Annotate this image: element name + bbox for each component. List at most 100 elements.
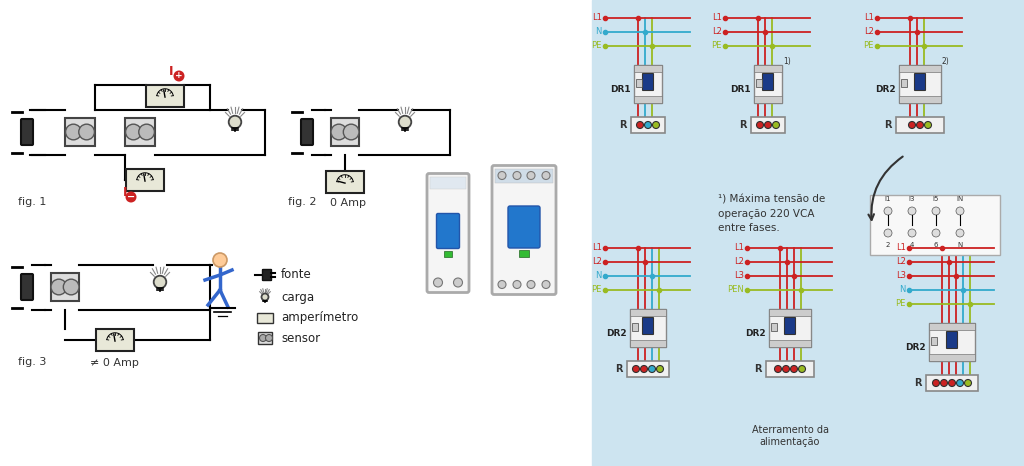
FancyBboxPatch shape	[508, 206, 540, 248]
Bar	[630, 309, 666, 316]
Circle shape	[513, 171, 521, 179]
Text: 2): 2)	[942, 57, 949, 66]
Circle shape	[265, 335, 272, 342]
Bar	[926, 375, 978, 391]
Text: Aterramento da
alimentação: Aterramento da alimentação	[752, 425, 828, 446]
Text: 4: 4	[909, 242, 914, 248]
FancyBboxPatch shape	[326, 171, 364, 193]
Circle shape	[908, 207, 916, 215]
Bar	[0, 0, 592, 466]
Circle shape	[398, 116, 412, 128]
Text: N: N	[900, 286, 906, 295]
Text: DR2: DR2	[876, 84, 896, 94]
Text: PEN: PEN	[727, 286, 744, 295]
Circle shape	[648, 365, 655, 372]
Text: 1): 1)	[783, 57, 791, 66]
Circle shape	[956, 229, 964, 237]
Text: L2: L2	[864, 27, 874, 36]
Circle shape	[343, 124, 359, 140]
Text: I1: I1	[885, 196, 891, 202]
Circle shape	[772, 122, 779, 129]
Text: N: N	[596, 272, 602, 281]
Circle shape	[652, 122, 659, 129]
Bar	[754, 96, 782, 103]
Text: DR1: DR1	[610, 84, 631, 94]
Circle shape	[791, 365, 798, 372]
Bar	[751, 117, 785, 133]
Text: R: R	[620, 120, 627, 130]
FancyBboxPatch shape	[258, 332, 272, 344]
Text: 0 Amp: 0 Amp	[330, 198, 366, 208]
Text: PE: PE	[863, 41, 874, 50]
Circle shape	[498, 171, 506, 179]
Circle shape	[154, 276, 166, 288]
Text: L1: L1	[592, 14, 602, 22]
FancyBboxPatch shape	[899, 65, 941, 103]
Text: carga: carga	[281, 290, 314, 303]
Text: L1: L1	[734, 244, 744, 253]
Circle shape	[965, 379, 972, 386]
Bar	[754, 65, 782, 72]
Circle shape	[51, 279, 67, 295]
Text: L2: L2	[896, 258, 906, 267]
Bar	[627, 361, 669, 377]
Circle shape	[956, 207, 964, 215]
Circle shape	[527, 171, 535, 179]
Circle shape	[633, 365, 640, 372]
FancyBboxPatch shape	[436, 213, 460, 248]
Text: fig. 2: fig. 2	[288, 197, 316, 207]
Circle shape	[932, 229, 940, 237]
Text: IN: IN	[956, 196, 964, 202]
FancyBboxPatch shape	[634, 65, 662, 103]
Circle shape	[126, 192, 136, 203]
Circle shape	[884, 229, 892, 237]
Circle shape	[79, 124, 94, 140]
Bar	[901, 79, 907, 87]
Text: R: R	[755, 364, 762, 374]
Circle shape	[908, 229, 916, 237]
FancyBboxPatch shape	[630, 309, 666, 347]
Bar	[634, 96, 662, 103]
Circle shape	[940, 379, 947, 386]
FancyBboxPatch shape	[929, 323, 975, 361]
Circle shape	[213, 253, 227, 267]
Bar	[631, 117, 665, 133]
Text: I: I	[169, 65, 173, 78]
Bar	[636, 79, 642, 87]
Bar	[929, 323, 975, 330]
Text: I: I	[123, 186, 128, 199]
Circle shape	[916, 122, 924, 129]
Text: I3: I3	[908, 196, 915, 202]
Circle shape	[782, 365, 790, 372]
Text: −: −	[127, 192, 135, 202]
FancyBboxPatch shape	[946, 331, 957, 349]
Circle shape	[454, 179, 463, 188]
Circle shape	[932, 207, 940, 215]
Circle shape	[542, 171, 550, 179]
Circle shape	[948, 379, 955, 386]
Bar	[771, 323, 777, 331]
Circle shape	[527, 281, 535, 288]
Text: PE: PE	[712, 41, 722, 50]
Circle shape	[126, 124, 141, 140]
Circle shape	[63, 279, 79, 295]
FancyBboxPatch shape	[22, 274, 33, 300]
Circle shape	[799, 365, 806, 372]
Bar	[630, 340, 666, 347]
Text: L2: L2	[734, 258, 744, 267]
Bar	[769, 309, 811, 316]
Text: R: R	[914, 378, 922, 388]
Text: PE: PE	[896, 300, 906, 308]
Circle shape	[644, 122, 651, 129]
Text: 6: 6	[934, 242, 938, 248]
Text: R: R	[739, 120, 746, 130]
Circle shape	[884, 207, 892, 215]
Text: +: +	[175, 71, 183, 81]
Text: fig. 3: fig. 3	[18, 357, 46, 367]
Bar	[632, 323, 638, 331]
Text: sensor: sensor	[281, 331, 321, 344]
Circle shape	[173, 70, 184, 82]
Bar	[766, 361, 814, 377]
Circle shape	[228, 116, 242, 128]
Circle shape	[259, 335, 266, 342]
